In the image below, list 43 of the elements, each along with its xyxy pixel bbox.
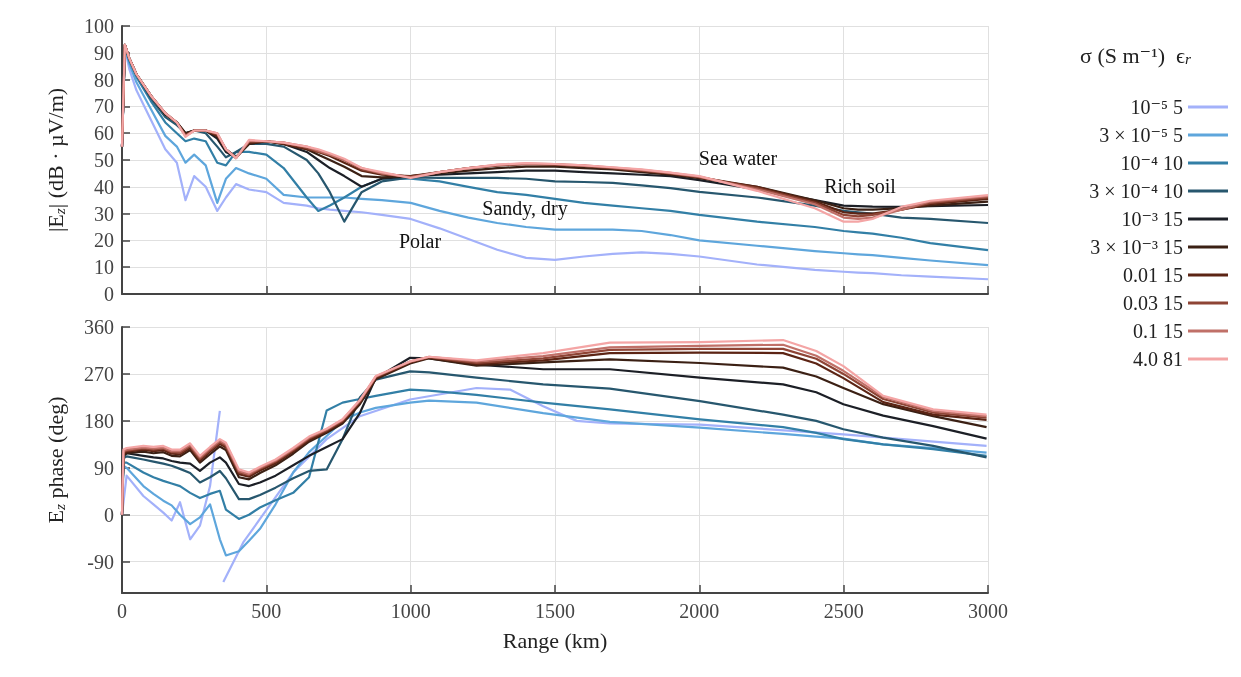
y-tick-label: 50	[94, 149, 114, 171]
y-tick-label: 180	[84, 409, 114, 432]
y-tick-label: 70	[94, 95, 114, 118]
y-axis-title: Ez phase (deg)	[43, 396, 69, 524]
y-tick-label: 30	[94, 202, 114, 225]
line-series	[120, 399, 988, 557]
y-tick-label: -90	[87, 550, 114, 573]
annotation: Sandy, dry	[482, 197, 568, 220]
x-tick-label: 1500	[535, 600, 575, 622]
annotation: Polar	[398, 230, 442, 252]
x-tick-label: 2000	[679, 600, 720, 622]
y-tick-label: 60	[94, 122, 114, 145]
legend-label: 3 × 10⁻⁴ 10	[1089, 180, 1183, 202]
legend-label: 4.0 81	[1133, 348, 1183, 370]
x-tick-label: 3000	[968, 600, 1008, 622]
y-tick-label: 270	[84, 362, 114, 385]
legend-label: 0.01 15	[1123, 264, 1183, 286]
legend-label: 3 × 10⁻⁵ 5	[1099, 124, 1183, 146]
y-tick-label: 90	[94, 41, 114, 64]
legend-title: σ (S m⁻¹) ϵr	[1080, 42, 1193, 68]
y-tick-label: 10	[94, 256, 114, 279]
y-tick-label: 0	[104, 503, 114, 526]
y-tick-label: 90	[94, 456, 114, 479]
y-axis-title: |Ez| (dB · µV/m)	[43, 87, 69, 233]
legend-label: 10⁻⁵ 5	[1130, 96, 1183, 118]
y-tick-label: 0	[104, 283, 114, 305]
annotation: Rich soil	[824, 175, 897, 197]
legend-label: 10⁻³ 15	[1121, 208, 1183, 230]
y-tick-label: 100	[84, 15, 114, 37]
annotation: Sea water	[698, 147, 778, 169]
legend-label: 3 × 10⁻³ 15	[1090, 236, 1183, 258]
y-tick-label: 20	[94, 229, 114, 252]
x-tick-label: 2500	[823, 600, 864, 622]
line-series	[120, 388, 988, 521]
x-axis-title: Range (km)	[502, 627, 608, 653]
legend-label: 0.03 15	[1123, 292, 1183, 314]
y-tick-label: 360	[84, 316, 114, 338]
y-tick-label: 80	[94, 68, 114, 91]
y-tick-label: 40	[94, 175, 114, 198]
x-tick-label: 500	[251, 600, 282, 622]
legend-label: 10⁻⁴ 10	[1120, 152, 1183, 174]
x-tick-label: 1000	[390, 600, 431, 622]
legend-label: 0.1 15	[1133, 320, 1183, 342]
